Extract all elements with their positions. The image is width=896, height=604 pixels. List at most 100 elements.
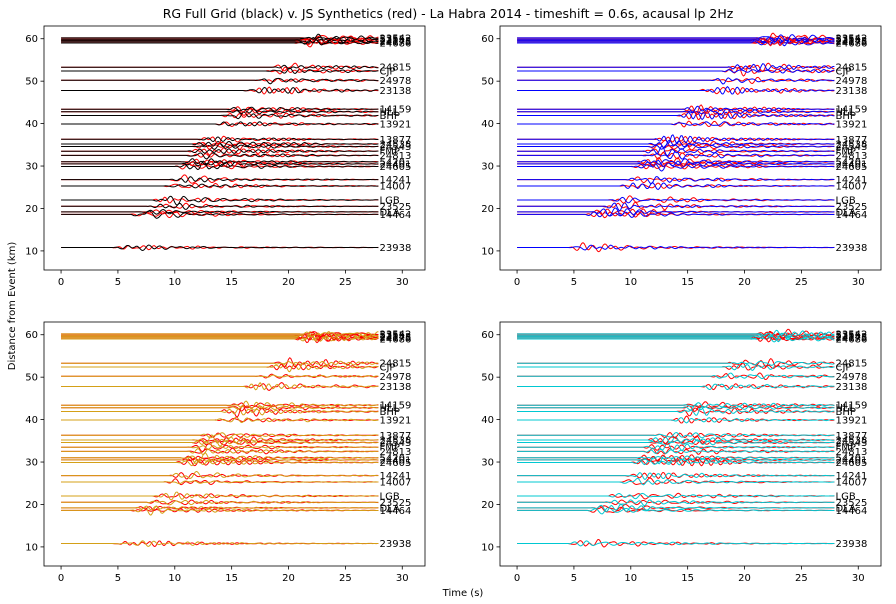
station-label: CJP [380, 66, 396, 77]
station-label: 23938 [380, 243, 412, 254]
station-label: DLA [380, 503, 401, 514]
trace-FMP-recorded [517, 145, 835, 157]
y-tick-label: 60 [481, 34, 494, 45]
trace-LGB-recorded [517, 492, 835, 500]
station-label: DLA [836, 503, 857, 514]
station-label: 24175 [836, 37, 868, 48]
trace-23138-recorded [61, 86, 379, 94]
station-label: 5355 [836, 331, 861, 342]
trace-5420-recorded [61, 158, 379, 166]
x-tick-label: 15 [681, 277, 694, 288]
trace-5355-recorded [61, 36, 379, 43]
station-label: 14159 [836, 401, 868, 412]
trace-DLA-recorded [517, 503, 835, 513]
trace-14241-recorded [61, 470, 379, 479]
station-label: 23543 [380, 332, 412, 343]
trace-HLL-recorded [517, 404, 835, 411]
station-label: 23542 [380, 33, 412, 44]
trace-FMP-recorded [517, 442, 835, 452]
y-tick-label: 30 [481, 162, 494, 173]
station-label: 23138 [380, 86, 412, 97]
trace-HLL-recorded [61, 405, 379, 411]
trace-14464-recorded [61, 210, 379, 219]
station-label: 23542 [836, 329, 868, 340]
station-label: 5420 [380, 157, 405, 168]
y-tick-label: 50 [25, 77, 38, 88]
station-label: 24175 [836, 333, 868, 344]
station-label: 13921 [380, 120, 412, 131]
y-tick-label: 40 [481, 415, 494, 426]
trace-24538-recorded [61, 434, 379, 444]
station-label: 24686 [380, 334, 412, 345]
trace-14007-recorded [517, 181, 835, 191]
trace-23138-recorded [517, 86, 835, 95]
trace-24605-recorded [517, 162, 835, 172]
axes-frame [43, 321, 426, 567]
station-label: BHP [836, 407, 856, 418]
traces [517, 328, 835, 548]
station-label: 14007 [380, 477, 412, 488]
trace-14159-recorded [517, 105, 835, 113]
station-label: 13921 [836, 120, 868, 131]
y-tick-label: 50 [481, 77, 494, 88]
station-label: CJP [836, 362, 852, 373]
y-tick-label: 30 [25, 162, 38, 173]
y-tick-label: 40 [481, 119, 494, 130]
station-label: 14464 [836, 506, 868, 517]
trace-24401-recorded [61, 456, 379, 464]
y-tick-label: 60 [25, 330, 38, 341]
station-label: 14159 [380, 105, 412, 116]
trace-DLA-recorded [61, 505, 379, 511]
trace-24175-recorded [61, 333, 379, 342]
axes-frame [43, 25, 426, 271]
traces [517, 32, 835, 253]
x-tick-label: 10 [624, 277, 637, 288]
trace-14464-recorded [517, 211, 835, 218]
y-tick-label: 20 [25, 204, 38, 215]
trace-CJP-recorded [517, 364, 835, 371]
trace-BHP-recorded [61, 111, 379, 120]
trace-23525-recorded [517, 499, 835, 507]
station-label: 23138 [836, 382, 868, 393]
trace-13921-recorded [61, 416, 379, 424]
trace-5355-recorded [517, 37, 835, 42]
station-label: FMP [380, 443, 400, 454]
station-label: CJP [836, 66, 852, 77]
trace-LGB-recorded [517, 196, 835, 204]
trace-23542-recorded [61, 331, 379, 337]
station-label: 14241 [836, 175, 868, 186]
station-label: 5355 [380, 35, 405, 46]
station-label: 24401 [380, 159, 412, 170]
trace-23138-recorded [517, 383, 835, 391]
y-tick-label: 40 [25, 119, 38, 130]
station-label: 23542 [380, 329, 412, 340]
station-label: BHP [380, 111, 400, 122]
x-tick-label: 25 [339, 277, 352, 288]
trace-24815-recorded [517, 360, 835, 366]
y-tick-label: 30 [481, 458, 494, 469]
x-axis-label: Time (s) [442, 588, 484, 599]
station-label: 24978 [380, 372, 412, 383]
station-label: 24538 [836, 139, 868, 150]
station-label: 24978 [836, 372, 868, 383]
station-label: 23938 [380, 539, 412, 550]
trace-23938-recorded [61, 244, 379, 252]
station-label: 5355 [836, 35, 861, 46]
station-label: 24978 [380, 76, 412, 87]
station-label: 24815 [836, 63, 868, 74]
x-tick-label: 15 [225, 573, 238, 584]
trace-24978-recorded [61, 374, 379, 378]
trace-14464-recorded [61, 505, 379, 516]
trace-5420-recorded [517, 158, 835, 166]
station-label: 13877 [836, 431, 868, 442]
trace-13921-recorded [517, 417, 835, 424]
axes-frame [499, 321, 882, 567]
trace-23525-recorded [61, 499, 379, 506]
x-tick-label: 20 [738, 277, 751, 288]
trace-13921-recorded [61, 121, 379, 127]
x-tick-label: 20 [282, 573, 295, 584]
trace-FMP-recorded [61, 444, 379, 450]
trace-24175-recorded [517, 37, 835, 47]
